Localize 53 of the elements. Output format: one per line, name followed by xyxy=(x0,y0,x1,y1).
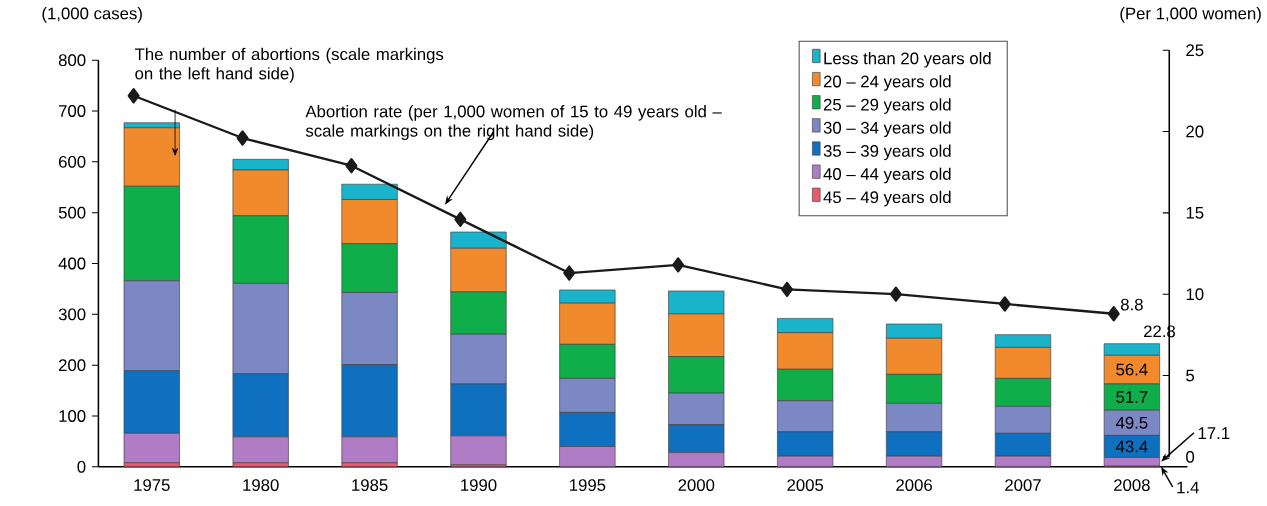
annotation: The number of abortions (scale markings on the left hand side) xyxy=(134,47,444,83)
x-tick-label: 1985 xyxy=(352,479,388,492)
y2-tick-label: 5 xyxy=(1186,369,1195,382)
legend-label: Less than 20 years old xyxy=(824,52,991,68)
point xyxy=(889,286,902,302)
y-tick-label: 100 xyxy=(59,410,86,423)
x-tick-label: 2008 xyxy=(1114,479,1150,492)
y2-tick-label: 0 xyxy=(1186,451,1195,463)
data-label: 1.4 xyxy=(1177,481,1199,494)
point xyxy=(781,281,794,298)
legend-label: 20 – 24 years old xyxy=(823,75,951,91)
x-tick-label: 2005 xyxy=(787,479,824,492)
y-axis-title: (1,000 cases) xyxy=(42,7,142,23)
x-tick-label: 2007 xyxy=(1005,479,1041,492)
y-tick-label: 0 xyxy=(77,461,86,473)
point xyxy=(672,257,685,273)
x-tick-label: 1990 xyxy=(461,479,497,492)
data-label: 43.4 xyxy=(1115,440,1148,453)
y-tick-label: 800 xyxy=(58,54,86,67)
legend-label: 35 – 39 years old xyxy=(823,144,951,161)
annotation: Abortion rate (per 1,000 women of 15 to 49 years old – scale markings on the right hand side) xyxy=(305,105,722,141)
x-tick-label: 1980 xyxy=(243,479,279,492)
y2-axis-title: (Per 1,000 women) xyxy=(1120,7,1261,23)
data-label: 51.7 xyxy=(1116,391,1148,404)
y2-tick-label: 20 xyxy=(1186,125,1204,138)
point xyxy=(236,130,249,146)
x-tick-label: 1975 xyxy=(134,479,170,492)
y-tick-label: 700 xyxy=(59,105,86,118)
y-tick-label: 600 xyxy=(58,156,86,168)
data-label: 17.1 xyxy=(1198,427,1230,440)
legend-label: 30 – 34 years old xyxy=(823,121,951,138)
data-label: 8.8 xyxy=(1120,298,1143,311)
point xyxy=(563,265,576,281)
y2-tick-label: 25 xyxy=(1186,44,1204,57)
y-tick-label: 200 xyxy=(58,359,86,372)
point xyxy=(454,211,467,228)
x-tick-label: 2006 xyxy=(896,479,932,492)
legend-label: 25 – 29 years old xyxy=(823,98,951,115)
y-tick-label: 300 xyxy=(58,308,86,321)
point xyxy=(998,296,1011,312)
data-label: 49.5 xyxy=(1115,417,1148,429)
point xyxy=(1107,306,1120,322)
x-tick-label: 1995 xyxy=(570,479,606,492)
y2-tick-label: 10 xyxy=(1186,288,1204,301)
point xyxy=(345,158,358,174)
point xyxy=(127,88,140,104)
y-tick-label: 400 xyxy=(58,257,86,270)
legend-label: 45 – 49 years old xyxy=(823,190,951,207)
y2-tick-label: 15 xyxy=(1186,207,1204,219)
legend-label: 40 – 44 years old xyxy=(823,167,951,184)
data-label: 56.4 xyxy=(1116,363,1148,376)
x-tick-label: 2000 xyxy=(678,479,715,492)
y-tick-label: 500 xyxy=(58,206,86,219)
